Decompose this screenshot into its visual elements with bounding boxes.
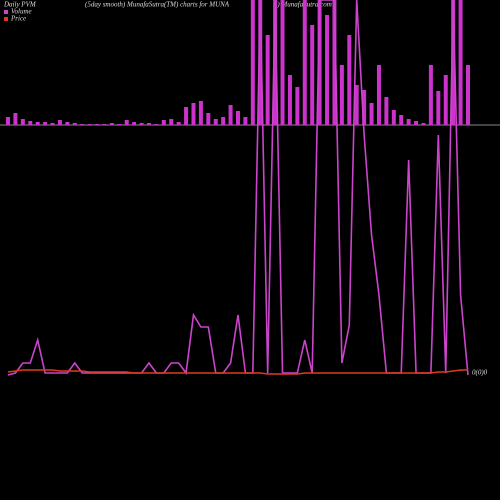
bar bbox=[243, 117, 248, 125]
bar bbox=[399, 115, 404, 125]
bar bbox=[206, 113, 211, 125]
bar bbox=[28, 121, 33, 125]
bar bbox=[35, 122, 40, 125]
bar bbox=[43, 122, 48, 125]
bar bbox=[369, 103, 374, 125]
bar bbox=[124, 120, 129, 125]
bar bbox=[310, 25, 315, 125]
legend-swatch bbox=[4, 10, 8, 14]
bar bbox=[302, 0, 307, 125]
bar bbox=[317, 0, 322, 125]
bar bbox=[458, 0, 463, 125]
bar bbox=[213, 119, 218, 125]
bar bbox=[50, 123, 55, 125]
bar bbox=[95, 124, 100, 125]
bar bbox=[339, 65, 344, 125]
chart-subtitle: (5day smooth) MunafaSutra(TM) charts for… bbox=[85, 1, 230, 9]
bar bbox=[406, 119, 411, 125]
bar bbox=[184, 107, 189, 125]
legend-swatch bbox=[4, 17, 8, 21]
legend-label: Price bbox=[10, 15, 26, 23]
lines bbox=[7, 0, 469, 376]
bar bbox=[354, 85, 359, 125]
bar bbox=[428, 65, 433, 125]
bar bbox=[451, 0, 456, 125]
bar bbox=[117, 124, 122, 125]
bar bbox=[154, 124, 159, 125]
bar bbox=[325, 15, 330, 125]
bar bbox=[169, 119, 174, 125]
bar bbox=[414, 121, 419, 125]
bar bbox=[13, 113, 18, 125]
bar bbox=[362, 90, 367, 125]
bar bbox=[6, 117, 10, 125]
bar bbox=[80, 124, 85, 125]
bar bbox=[347, 35, 352, 125]
bar bbox=[280, 0, 285, 125]
bar bbox=[139, 123, 144, 125]
bar bbox=[421, 123, 426, 125]
bar bbox=[146, 123, 151, 125]
bar bbox=[258, 0, 263, 125]
bar bbox=[436, 91, 441, 125]
chart-title: Daily PVM bbox=[3, 1, 37, 9]
bar bbox=[384, 97, 389, 125]
volume-bars bbox=[6, 0, 470, 125]
bar bbox=[287, 75, 292, 125]
legend-label: Volume bbox=[11, 8, 32, 16]
bar bbox=[20, 119, 25, 125]
bar bbox=[391, 110, 396, 125]
bar bbox=[102, 124, 107, 125]
bar bbox=[72, 123, 77, 125]
bar bbox=[191, 103, 196, 125]
bar bbox=[161, 120, 166, 125]
bar bbox=[221, 117, 226, 125]
bar bbox=[236, 111, 240, 125]
line-price bbox=[7, 369, 468, 375]
bar bbox=[65, 122, 70, 125]
bar bbox=[87, 124, 92, 125]
bar bbox=[132, 122, 137, 125]
bar bbox=[273, 0, 278, 125]
bar bbox=[332, 0, 337, 125]
bar bbox=[250, 0, 255, 125]
bar bbox=[57, 120, 62, 125]
bar bbox=[295, 87, 300, 125]
bar bbox=[109, 123, 114, 125]
end-label: 0(0)0 bbox=[472, 369, 488, 377]
bar bbox=[376, 65, 381, 125]
bar bbox=[176, 122, 181, 125]
bar bbox=[466, 65, 470, 125]
bar bbox=[198, 101, 203, 125]
bar bbox=[265, 35, 270, 125]
bar bbox=[443, 75, 448, 125]
bar bbox=[228, 105, 233, 125]
